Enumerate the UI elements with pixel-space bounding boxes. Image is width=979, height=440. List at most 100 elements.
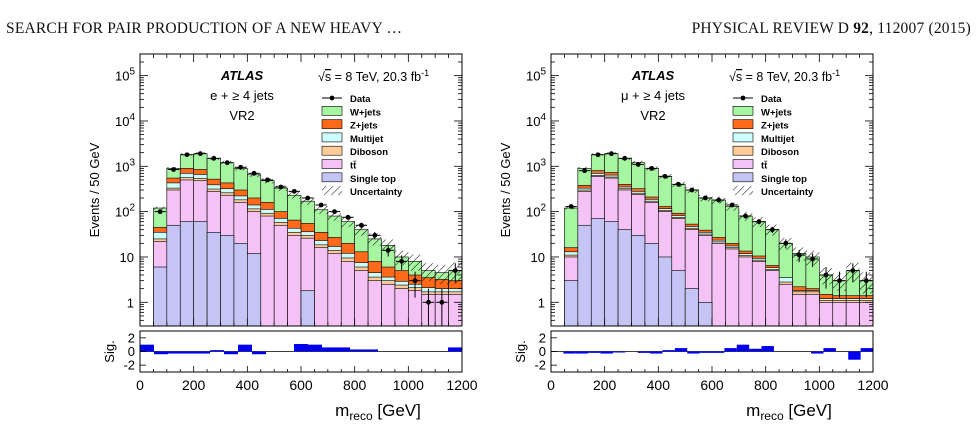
x-axis-label: mreco [GeV] bbox=[335, 401, 421, 423]
data-point bbox=[399, 258, 405, 264]
x-tick-label: 1000 bbox=[393, 377, 424, 393]
x-tick-label: 1200 bbox=[857, 377, 888, 393]
data-point bbox=[769, 227, 775, 233]
uncertainty-bin bbox=[314, 205, 328, 214]
data-point bbox=[635, 162, 641, 167]
legend-data-marker bbox=[329, 95, 335, 101]
legend-item-z-jets: Z+jets bbox=[732, 119, 789, 132]
data-point bbox=[372, 232, 378, 238]
series-single-top bbox=[153, 221, 315, 327]
sig-bar bbox=[140, 344, 154, 352]
sig-bar bbox=[182, 351, 196, 354]
data-point bbox=[662, 173, 668, 179]
sig-bar bbox=[588, 351, 601, 353]
data-point bbox=[743, 213, 748, 219]
legend-swatch bbox=[321, 105, 343, 116]
x-tick-label: 1200 bbox=[446, 377, 477, 393]
x-tick-label: 600 bbox=[289, 377, 313, 393]
legend-swatch bbox=[732, 105, 754, 116]
legend-label: Uncertainty bbox=[350, 187, 403, 198]
data-points bbox=[565, 151, 872, 298]
journal-name: PHYSICAL REVIEW D bbox=[691, 20, 854, 37]
bar-single-top bbox=[247, 253, 262, 327]
energy-label: √s = 8 TeV, 20.3 fb-1 bbox=[318, 68, 429, 84]
data-point bbox=[622, 155, 628, 161]
bar-tt bbox=[340, 261, 355, 327]
bar-tt bbox=[792, 294, 807, 327]
sig-bar bbox=[699, 351, 712, 353]
legend-item-multijet: Multijet bbox=[732, 132, 795, 145]
data-point bbox=[716, 197, 722, 203]
y-tick-label: 104 bbox=[526, 112, 546, 129]
bar-tt bbox=[832, 301, 847, 327]
uncertainty-bin bbox=[421, 263, 436, 282]
bar-single-top bbox=[233, 243, 248, 327]
legend-swatch bbox=[732, 119, 754, 129]
sig-bar bbox=[168, 351, 182, 354]
legend-label: Data bbox=[761, 94, 782, 105]
sig-tick-label: 2 bbox=[539, 330, 546, 345]
legend-item-z-jets: Z+jets bbox=[321, 119, 378, 132]
channel-label: e + ≥ 4 jets bbox=[210, 88, 274, 103]
data-point bbox=[197, 151, 203, 157]
legend-item-single-top: Single top bbox=[321, 172, 396, 185]
running-head-right: PHYSICAL REVIEW D 92, 112007 (2015) bbox=[692, 20, 971, 38]
journal-volume: 92 bbox=[853, 20, 870, 37]
legend-item-w-jets: W+jets bbox=[732, 105, 792, 118]
legend-label: Data bbox=[350, 94, 371, 105]
legend-swatch bbox=[732, 159, 754, 169]
legend-swatch bbox=[321, 132, 343, 143]
y-tick-label: 1 bbox=[538, 295, 545, 310]
legend-label: Z+jets bbox=[761, 121, 789, 132]
data-point bbox=[863, 278, 869, 284]
legend-item-data: Data bbox=[322, 94, 371, 105]
data-point bbox=[157, 209, 163, 215]
sig-bar bbox=[224, 351, 238, 355]
bar-single-top bbox=[300, 290, 315, 327]
sig-tick-label: -2 bbox=[123, 358, 135, 373]
sig-bar bbox=[563, 351, 576, 354]
bar-tt bbox=[845, 301, 860, 327]
uncertainty-bin bbox=[327, 211, 342, 221]
data-point bbox=[278, 184, 284, 190]
bar-single-top bbox=[564, 280, 579, 327]
data-point bbox=[439, 299, 445, 305]
legend-swatch bbox=[322, 186, 342, 196]
x-axis-ticks bbox=[139, 54, 463, 326]
bar-single-top bbox=[631, 235, 646, 327]
legend-item-data: Data bbox=[733, 94, 782, 105]
data-point bbox=[608, 151, 614, 157]
uncertainty-bin bbox=[435, 264, 449, 285]
sig-bar bbox=[612, 351, 626, 353]
sig-tick-label: -2 bbox=[534, 358, 546, 373]
legend-label: Uncertainty bbox=[761, 187, 814, 198]
y-tick-label: 103 bbox=[526, 157, 546, 174]
bar-tt bbox=[314, 247, 329, 327]
sig-bar bbox=[712, 351, 725, 353]
bar-single-top bbox=[658, 256, 673, 327]
sig-bar bbox=[724, 348, 737, 352]
data-point bbox=[702, 195, 708, 201]
bar-tt bbox=[765, 270, 780, 327]
x-tick-label: 200 bbox=[182, 377, 206, 393]
x-tick-label: 1000 bbox=[804, 377, 835, 393]
bar-tt bbox=[354, 270, 369, 327]
legend-swatch bbox=[732, 132, 754, 143]
x-tick-label: 0 bbox=[547, 377, 555, 393]
sig-bar bbox=[736, 344, 750, 352]
legend-swatch bbox=[321, 159, 343, 169]
bar-single-top bbox=[220, 235, 235, 327]
sig-bar bbox=[860, 348, 873, 352]
bar-single-top bbox=[153, 266, 168, 327]
bar-single-top bbox=[166, 224, 181, 327]
region-label: VR2 bbox=[640, 108, 665, 123]
region-label: VR2 bbox=[229, 108, 254, 123]
bar-tt bbox=[819, 301, 834, 327]
sig-bar bbox=[210, 350, 224, 352]
bar-single-top bbox=[179, 221, 194, 327]
sig-tick-label: 0 bbox=[128, 344, 135, 359]
sig-bar bbox=[252, 351, 266, 355]
data-point bbox=[238, 164, 244, 170]
uncertainty-bin bbox=[287, 192, 301, 199]
